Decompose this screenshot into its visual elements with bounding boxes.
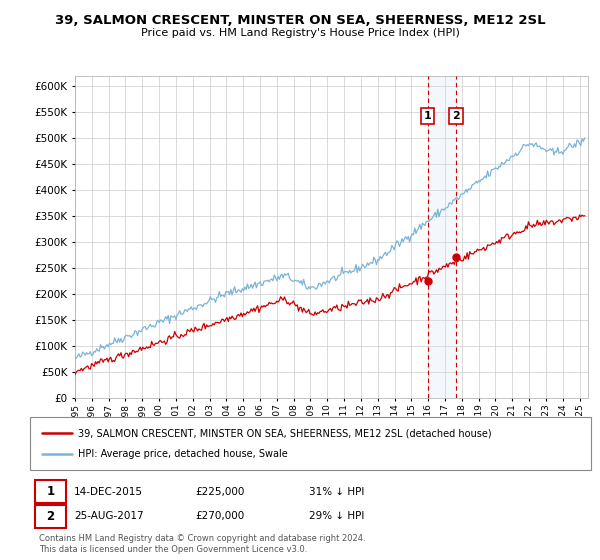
Text: 39, SALMON CRESCENT, MINSTER ON SEA, SHEERNESS, ME12 2SL: 39, SALMON CRESCENT, MINSTER ON SEA, SHE…: [55, 14, 545, 27]
Text: HPI: Average price, detached house, Swale: HPI: Average price, detached house, Swal…: [78, 449, 288, 459]
Text: Contains HM Land Registry data © Crown copyright and database right 2024.: Contains HM Land Registry data © Crown c…: [39, 534, 365, 543]
Text: 2: 2: [46, 510, 55, 523]
Text: 1: 1: [424, 111, 431, 121]
Text: 31% ↓ HPI: 31% ↓ HPI: [309, 487, 364, 497]
Text: This data is licensed under the Open Government Licence v3.0.: This data is licensed under the Open Gov…: [39, 545, 307, 554]
Text: Price paid vs. HM Land Registry's House Price Index (HPI): Price paid vs. HM Land Registry's House …: [140, 28, 460, 38]
Text: 25-AUG-2017: 25-AUG-2017: [74, 511, 143, 521]
Text: 1: 1: [46, 485, 55, 498]
Text: £225,000: £225,000: [195, 487, 244, 497]
Text: 39, SALMON CRESCENT, MINSTER ON SEA, SHEERNESS, ME12 2SL (detached house): 39, SALMON CRESCENT, MINSTER ON SEA, SHE…: [78, 428, 491, 438]
Text: £270,000: £270,000: [195, 511, 244, 521]
Text: 2: 2: [452, 111, 460, 121]
Text: 29% ↓ HPI: 29% ↓ HPI: [309, 511, 364, 521]
Text: 14-DEC-2015: 14-DEC-2015: [74, 487, 143, 497]
Bar: [428, 76, 456, 398]
